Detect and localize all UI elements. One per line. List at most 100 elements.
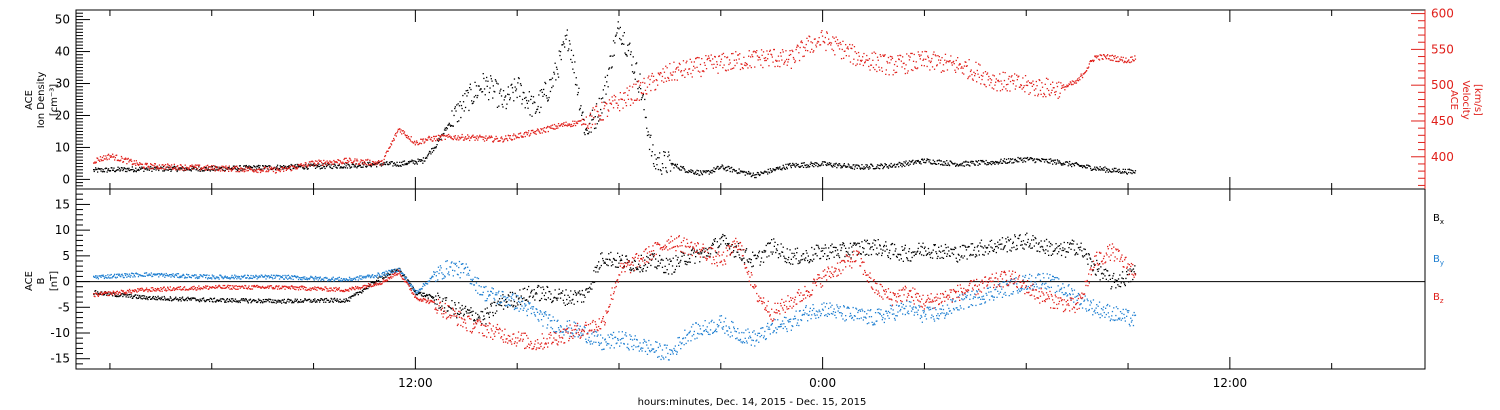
bx-series-point xyxy=(931,257,934,259)
density-series-point xyxy=(1094,166,1096,168)
density-series-point xyxy=(156,166,158,168)
density-series-point xyxy=(968,164,970,167)
bx-series xyxy=(93,232,1137,325)
bx-series-point xyxy=(737,251,739,253)
bx-series-point xyxy=(1132,278,1134,281)
by-series-point xyxy=(320,279,322,282)
velocity-series-point xyxy=(305,162,307,164)
bx-series-point xyxy=(613,258,615,260)
density-series-point xyxy=(579,107,581,110)
velocity-series-point xyxy=(481,136,484,138)
velocity-series-point xyxy=(370,163,372,165)
velocity-series-point xyxy=(220,168,222,170)
density-series-point xyxy=(1071,165,1073,168)
density-series-point xyxy=(696,169,698,171)
velocity-series-point xyxy=(366,159,368,161)
velocity-series-point xyxy=(797,45,799,47)
velocity-series-point xyxy=(170,166,172,168)
density-series-point xyxy=(302,167,304,169)
density-series-point xyxy=(740,171,742,173)
density-series-point xyxy=(245,166,247,168)
velocity-series-point xyxy=(393,139,395,141)
bx-series-point xyxy=(974,256,976,258)
density-series-point xyxy=(598,97,600,100)
by-series-point xyxy=(162,274,165,276)
density-series-point xyxy=(171,169,173,171)
by-series-point xyxy=(94,276,96,278)
velocity-series-point xyxy=(715,66,717,68)
bx-series-point xyxy=(257,298,260,300)
density-series-point xyxy=(906,164,908,166)
density-series-point xyxy=(697,173,699,175)
density-series-point xyxy=(459,101,461,103)
velocity-series-point xyxy=(906,53,908,55)
velocity-series-point xyxy=(671,79,673,81)
density-series-point xyxy=(1015,160,1017,162)
velocity-series-point xyxy=(1018,86,1021,88)
by-series-point xyxy=(103,275,105,278)
bx-series-point xyxy=(881,252,883,254)
density-series-point xyxy=(612,55,614,57)
density-series-point xyxy=(980,159,982,162)
velocity-series-point xyxy=(294,166,296,168)
density-series-point xyxy=(178,167,180,169)
density-series-point xyxy=(783,166,785,168)
bx-series-point xyxy=(853,243,856,245)
by-series-point xyxy=(160,272,163,275)
bx-series-point xyxy=(357,291,359,294)
bx-series-point xyxy=(287,298,289,301)
density-series-point xyxy=(616,32,618,34)
velocity-series-point xyxy=(365,163,368,166)
density-series-point xyxy=(545,95,547,97)
by-series-point xyxy=(341,280,343,282)
velocity-series-point xyxy=(720,58,723,60)
density-series-point xyxy=(282,168,284,170)
by-series-point xyxy=(140,275,142,277)
bx-series-point xyxy=(177,300,180,302)
bx-series-point xyxy=(98,292,100,295)
bx-series-point xyxy=(999,239,1001,241)
density-series-point xyxy=(460,104,463,107)
density-series-point xyxy=(905,160,907,162)
density-series-point xyxy=(1023,160,1025,162)
density-series-point xyxy=(600,98,602,100)
by-series-point xyxy=(106,277,108,279)
density-series-point xyxy=(244,165,246,167)
velocity-series-point xyxy=(331,161,333,163)
by-series-point xyxy=(251,277,253,279)
bx-series-point xyxy=(357,294,359,296)
density-series-point xyxy=(139,166,141,169)
bx-series-point xyxy=(761,251,763,253)
velocity-series-point xyxy=(869,69,871,71)
by-series-point xyxy=(164,276,166,278)
bx-series-point xyxy=(659,254,661,257)
velocity-series-point xyxy=(274,172,277,174)
density-series-point xyxy=(463,110,465,112)
by-series-point xyxy=(245,277,247,279)
density-series-point xyxy=(901,166,903,168)
bx-series-point xyxy=(977,244,979,247)
velocity-series-point xyxy=(587,127,590,129)
velocity-series-point xyxy=(707,57,709,60)
velocity-series-point xyxy=(795,48,797,51)
velocity-series-point xyxy=(1126,60,1128,63)
bx-series-point xyxy=(181,297,183,299)
density-series-point xyxy=(712,170,714,173)
density-series-point xyxy=(329,166,332,169)
velocity-series-point xyxy=(762,51,765,53)
density-series-point xyxy=(299,166,301,168)
density-series-point xyxy=(1051,159,1053,162)
bx-series-point xyxy=(439,296,441,299)
velocity-series-point xyxy=(1019,86,1021,88)
bx-series-point xyxy=(600,253,602,255)
density-series-point xyxy=(814,162,816,164)
velocity-series-point xyxy=(557,127,559,129)
by-series-point xyxy=(331,278,334,280)
density-series-point xyxy=(1113,169,1115,171)
velocity-series-point xyxy=(725,70,727,72)
velocity-series-point xyxy=(874,68,876,71)
density-series-point xyxy=(1107,171,1109,173)
velocity-series-point xyxy=(768,65,770,67)
density-series-point xyxy=(1074,162,1076,164)
bx-series-point xyxy=(968,246,970,248)
